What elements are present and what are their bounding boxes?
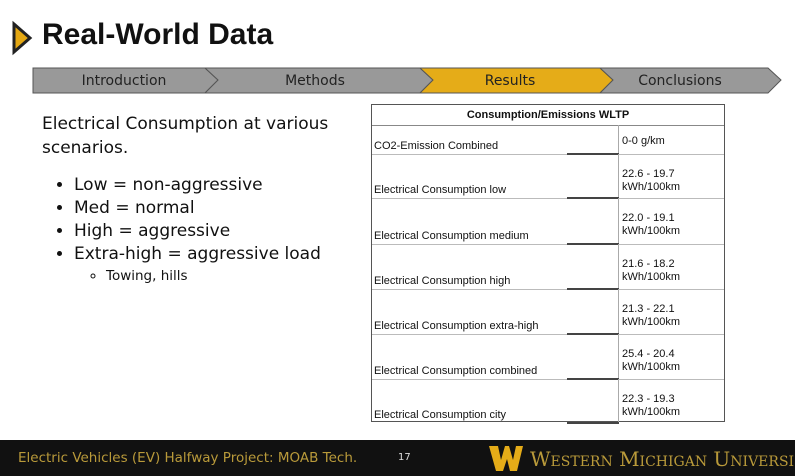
cell-underline bbox=[567, 422, 619, 424]
row-value: 25.4 - 20.4 kWh/100km bbox=[622, 348, 681, 373]
table-title: Consumption/Emissions WLTP bbox=[372, 105, 724, 126]
slide-title: Real-World Data bbox=[42, 18, 274, 51]
cell-underline bbox=[567, 333, 619, 335]
footer: Electric Vehicles (EV) Halfway Project: … bbox=[0, 440, 795, 476]
cell-divider bbox=[618, 379, 619, 423]
progress-nav: Introduction Methods Results Conclusions bbox=[32, 67, 782, 94]
table-row: Electrical Consumption high 21.6 - 18.2 k… bbox=[372, 244, 724, 290]
table-row: Electrical Consumption combined 25.4 - 20… bbox=[372, 334, 724, 380]
row-value: 21.3 - 22.1 kWh/100km bbox=[622, 303, 681, 328]
row-label: Electrical Consumption combined bbox=[374, 365, 538, 377]
row-label: CO2-Emission Combined bbox=[374, 140, 499, 152]
bullet: High = aggressive bbox=[74, 220, 352, 243]
row-value: 22.0 - 19.1 kWh/100km bbox=[622, 212, 681, 237]
nav-item: Introduction bbox=[82, 73, 167, 89]
row-label: Electrical Consumption high bbox=[374, 275, 511, 287]
row-value: 22.6 - 19.7 kWh/100km bbox=[622, 168, 681, 193]
row-value: 0-0 g/km bbox=[622, 135, 665, 147]
data-table: Consumption/Emissions WLTP CO2-Emission … bbox=[371, 104, 725, 424]
bullet-list: Low = non-aggressive Med = normal High =… bbox=[42, 174, 352, 266]
row-label: Electrical Consumption low bbox=[374, 184, 507, 196]
nav-item-active: Results bbox=[485, 73, 536, 89]
sub-bullet-list: Towing, hills bbox=[42, 266, 352, 286]
cell-divider bbox=[618, 334, 619, 379]
cell-underline bbox=[567, 243, 619, 245]
table-row: Electrical Consumption city 22.3 - 19.3 k… bbox=[372, 379, 724, 424]
title-icon bbox=[12, 20, 33, 56]
page-number: 17 bbox=[398, 452, 411, 463]
cell-underline bbox=[567, 197, 619, 199]
cell-underline bbox=[567, 378, 619, 380]
table-row: Electrical Consumption low 22.6 - 19.7 kW… bbox=[372, 154, 724, 199]
cell-divider bbox=[618, 289, 619, 334]
sub-bullet: Towing, hills bbox=[106, 266, 352, 286]
bullet: Low = non-aggressive bbox=[74, 174, 352, 197]
university-name: Western Michigan Universi bbox=[530, 447, 795, 471]
cell-divider bbox=[618, 154, 619, 198]
nav-item: Conclusions bbox=[638, 73, 722, 89]
cell-divider bbox=[618, 244, 619, 289]
row-value: 22.3 - 19.3 kWh/100km bbox=[622, 393, 681, 418]
cell-divider bbox=[618, 125, 619, 154]
wmu-logo bbox=[489, 446, 523, 471]
cell-underline bbox=[567, 288, 619, 290]
table-row: Electrical Consumption extra-high 21.3 - … bbox=[372, 289, 724, 335]
bullet: Med = normal bbox=[74, 197, 352, 220]
cell-divider bbox=[618, 198, 619, 244]
nav-item: Methods bbox=[285, 73, 345, 89]
footer-project: Electric Vehicles (EV) Halfway Project: … bbox=[18, 450, 358, 466]
table-row: CO2-Emission Combined 0-0 g/km bbox=[372, 125, 724, 155]
row-label: Electrical Consumption extra-high bbox=[374, 320, 539, 332]
table-row: Electrical Consumption medium 22.0 - 19.1… bbox=[372, 198, 724, 245]
intro-text: Electrical Consumption at various scenar… bbox=[42, 114, 329, 158]
row-label: Electrical Consumption medium bbox=[374, 230, 529, 242]
cell-underline bbox=[567, 153, 619, 155]
bullet: Extra-high = aggressive load bbox=[74, 243, 352, 266]
row-label: Electrical Consumption city bbox=[374, 409, 507, 421]
content: Electrical Consumption at various scenar… bbox=[42, 112, 352, 286]
row-value: 21.6 - 18.2 kWh/100km bbox=[622, 258, 681, 283]
